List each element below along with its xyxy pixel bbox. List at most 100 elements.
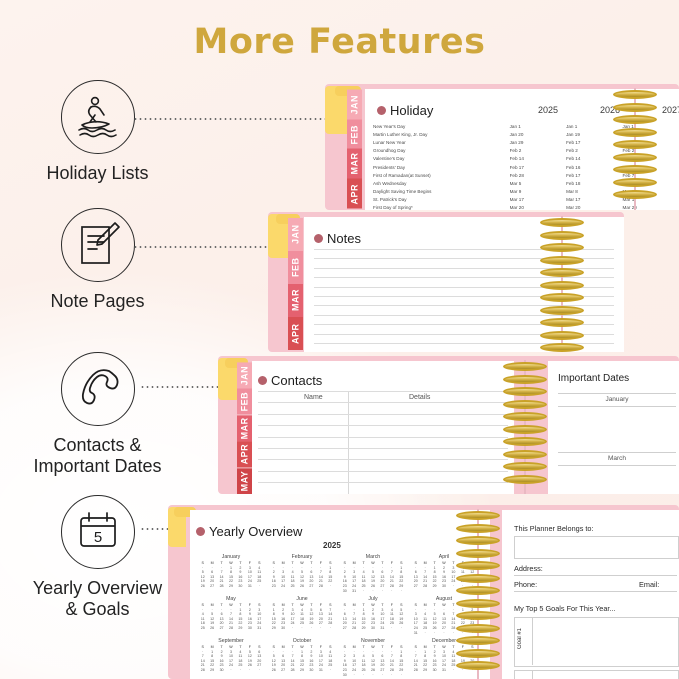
- calendar-day: 17: [281, 579, 286, 584]
- contacts-rule-line[interactable]: [258, 402, 508, 404]
- notes-rule-line[interactable]: [314, 314, 614, 316]
- weekday-header: S: [258, 603, 261, 607]
- month-tab-strip-holiday[interactable]: JAN FEB MAR APR: [347, 90, 362, 208]
- calendar-blank: ·: [310, 625, 313, 630]
- calendar-day: 11: [238, 654, 243, 659]
- notes-rule-line[interactable]: [314, 277, 614, 279]
- notes-rule-line[interactable]: [314, 267, 614, 269]
- phone-rule[interactable]: [514, 591, 677, 592]
- calendar-blank: ·: [391, 588, 393, 593]
- notes-rule-line[interactable]: [314, 296, 614, 297]
- calendar-day: 16: [370, 616, 375, 621]
- notes-rule-line[interactable]: [314, 333, 614, 335]
- weekday-header: S: [329, 645, 332, 649]
- calendar-day: 14: [423, 574, 428, 579]
- coil-spine: [634, 88, 636, 210]
- holiday-name: Presidents' Day: [373, 164, 406, 170]
- holiday-heading-text: Holiday: [390, 103, 434, 118]
- contacts-rule-line[interactable]: [258, 459, 508, 461]
- calendar-day: 30: [247, 625, 252, 630]
- weekday-header: S: [272, 645, 275, 649]
- calendar-day: 9: [343, 658, 346, 663]
- month-tab-jan[interactable]: JAN: [347, 90, 362, 120]
- month-tab-jan[interactable]: JAN: [237, 362, 252, 389]
- calendar-day: 8: [400, 570, 403, 575]
- month-tab-mar[interactable]: MAR: [237, 414, 252, 442]
- calendar-day: 1: [461, 607, 464, 612]
- calendar-day: 27: [219, 625, 224, 630]
- bookmark-ribbon-holiday: [325, 86, 347, 134]
- coil-ring: [540, 230, 584, 240]
- calendar-blank: ·: [415, 565, 417, 570]
- calendar-day: 21: [328, 616, 333, 621]
- notes-rule-line[interactable]: [314, 249, 614, 250]
- calendar-day: 10: [290, 612, 295, 617]
- calendar-day: 15: [328, 574, 333, 579]
- goal-1-box[interactable]: [514, 617, 679, 667]
- calendar-day: 2: [220, 649, 223, 654]
- calendar-blank: ·: [415, 607, 417, 612]
- feature-label-note-pages: Note Pages: [50, 291, 145, 311]
- coil-ring: [540, 255, 584, 265]
- calendar-5-icon: 5: [79, 512, 116, 547]
- calendar-day: 17: [352, 579, 357, 584]
- calendar-day: 13: [413, 574, 418, 579]
- notes-rule-line[interactable]: [314, 258, 614, 260]
- contacts-rule-line[interactable]: [258, 448, 508, 449]
- coil-ring: [613, 127, 657, 137]
- contacts-rule-line[interactable]: [258, 470, 508, 472]
- month-tab-feb[interactable]: FEB: [288, 251, 303, 284]
- owner-label: This Planner Belongs to:: [514, 524, 594, 533]
- address-rule[interactable]: [514, 575, 677, 576]
- calendar-blank: ·: [291, 565, 294, 570]
- month-tab-mar[interactable]: MAR: [347, 149, 362, 179]
- notes-rule-line[interactable]: [314, 305, 614, 307]
- month-tab-may[interactable]: MAY: [237, 467, 252, 494]
- calendar-day: 31: [413, 630, 418, 635]
- important-dates-january: January: [605, 396, 629, 403]
- calendar-day: 2: [343, 570, 346, 575]
- month-tab-jan[interactable]: JAN: [288, 218, 303, 251]
- contacts-rule-line[interactable]: [258, 391, 508, 392]
- calendar-blank: ·: [452, 630, 455, 635]
- goal-2-box[interactable]: [514, 670, 679, 679]
- notes-rule-line[interactable]: [314, 286, 614, 288]
- holiday-2026: Feb 18: [566, 180, 581, 186]
- month-tab-apr[interactable]: APR: [288, 317, 303, 350]
- calendar-blank: ·: [471, 667, 473, 672]
- calendar-day: 13: [281, 658, 286, 663]
- calendar-day: 7: [452, 612, 455, 617]
- calendar-day: 3: [442, 649, 445, 654]
- address-label: Address:: [514, 564, 543, 573]
- calendar-day: 24: [318, 663, 323, 668]
- month-tab-feb[interactable]: FEB: [237, 388, 252, 415]
- month-tab-feb[interactable]: FEB: [347, 119, 362, 149]
- contacts-rule-line[interactable]: [258, 413, 508, 415]
- feature-yearly-overview: 5 Yearly Overview & Goals: [0, 495, 195, 620]
- calendar-day: 28: [389, 667, 394, 672]
- spiral-binding-yearly: [456, 509, 500, 679]
- month-tab-mar[interactable]: MAR: [288, 284, 303, 317]
- calendar-day: 19: [399, 616, 404, 621]
- mini-calendar-month-name: November: [361, 638, 385, 644]
- calendar-day: 11: [200, 616, 205, 621]
- calendar-day: 27: [309, 583, 314, 588]
- owner-input-box[interactable]: [514, 536, 679, 559]
- month-tab-strip-contacts[interactable]: JAN FEB MAR APR MAY: [237, 362, 252, 494]
- connector-line-holiday: [133, 118, 333, 120]
- notes-rule-line[interactable]: [314, 324, 614, 326]
- contacts-rule-line[interactable]: [258, 425, 508, 427]
- calendar-blank: ·: [329, 625, 331, 630]
- month-tab-apr[interactable]: APR: [347, 178, 362, 208]
- calendar-day: 10: [451, 570, 456, 575]
- weekday-header: W: [229, 561, 233, 565]
- contacts-rule-line[interactable]: [258, 482, 508, 484]
- calendar-day: 11: [389, 612, 394, 617]
- month-tab-strip-notes[interactable]: JAN FEB MAR APR: [288, 218, 303, 350]
- holiday-2025: Mar 5: [509, 180, 522, 186]
- calendar-day: 13: [210, 574, 215, 579]
- notes-rule-line[interactable]: [314, 343, 614, 344]
- calendar-day: 1: [300, 649, 303, 654]
- month-tab-apr[interactable]: APR: [237, 441, 252, 468]
- contacts-rule-line[interactable]: [258, 436, 508, 438]
